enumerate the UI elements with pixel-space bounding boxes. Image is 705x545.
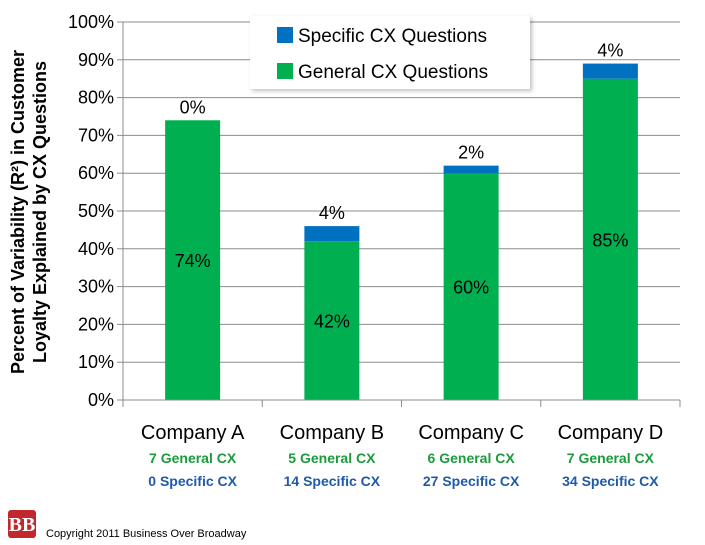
- data-label-specific: 0%: [180, 97, 206, 117]
- bar-general: [443, 173, 499, 400]
- x-category-labels: Company A 7 General CX 0 Specific CX Compan…: [141, 422, 663, 489]
- x-sublabel-general: 5 General CX: [288, 450, 376, 466]
- y-tick-label: 80%: [78, 88, 114, 108]
- data-label-general: 85%: [592, 230, 628, 250]
- data-label-specific: 4%: [319, 203, 345, 223]
- y-axis-title-line1: Percent of Variability (R²) in Customer: [8, 50, 28, 374]
- x-sublabel-general: 7 General CX: [149, 450, 237, 466]
- bar-specific: [582, 63, 638, 79]
- x-sublabel-general: 6 General CX: [428, 450, 516, 466]
- y-tick-label: 30%: [78, 277, 114, 297]
- bar-general: [165, 120, 221, 400]
- copyright-text: Copyright 2011 Business Over Broadway: [46, 528, 247, 540]
- legend-label-specific: Specific CX Questions: [298, 26, 487, 47]
- legend-box: [250, 16, 530, 89]
- x-category-label: Company D: [558, 422, 664, 444]
- x-sublabel-specific: 34 Specific CX: [562, 473, 659, 489]
- x-category-label: Company A: [141, 422, 245, 444]
- data-label-specific: 2%: [458, 143, 484, 163]
- y-tick-label: 0%: [88, 390, 114, 410]
- data-label-general: 60%: [453, 278, 489, 298]
- x-sublabel-specific: 14 Specific CX: [284, 473, 381, 489]
- y-tick-label: 40%: [78, 239, 114, 259]
- logo-icon: [8, 510, 36, 538]
- bar-specific: [443, 165, 499, 174]
- y-axis-title-line2: Loyalty Explained by CX Questions: [30, 61, 50, 363]
- y-tick-label: 90%: [78, 50, 114, 70]
- legend: Specific CX Questions General CX Questio…: [250, 16, 530, 89]
- footer: BB Copyright 2011 Business Over Broadway: [8, 510, 247, 540]
- y-tick-label: 60%: [78, 163, 114, 183]
- y-tick-label: 50%: [78, 201, 114, 221]
- x-sublabel-general: 7 General CX: [567, 450, 655, 466]
- bar-general: [304, 241, 360, 400]
- legend-label-general: General CX Questions: [298, 62, 488, 83]
- y-tick-label: 20%: [78, 314, 114, 334]
- legend-swatch-general: [277, 63, 293, 79]
- y-tick-labels: 0% 10% 20% 30% 40% 50% 60% 70% 80% 90% 100%: [68, 12, 114, 410]
- x-sublabel-specific: 27 Specific CX: [423, 473, 520, 489]
- y-tick-label: 70%: [78, 125, 114, 145]
- bar-general: [582, 78, 638, 400]
- y-tick-label: 10%: [78, 352, 114, 372]
- x-category-label: Company B: [280, 422, 385, 444]
- data-label-general: 42%: [314, 312, 350, 332]
- bar-specific: [304, 226, 360, 242]
- bars: 74% 0% 42% 4% 60% 2% 85% 4%: [165, 41, 638, 400]
- y-tick-label: 100%: [68, 12, 114, 32]
- data-label-specific: 4%: [597, 41, 623, 61]
- x-sublabel-specific: 0 Specific CX: [148, 473, 237, 489]
- legend-swatch-specific: [277, 27, 293, 43]
- data-label-general: 74%: [175, 251, 211, 271]
- x-category-label: Company C: [418, 422, 524, 444]
- axes: [122, 22, 681, 407]
- logo-text: BB: [9, 514, 36, 536]
